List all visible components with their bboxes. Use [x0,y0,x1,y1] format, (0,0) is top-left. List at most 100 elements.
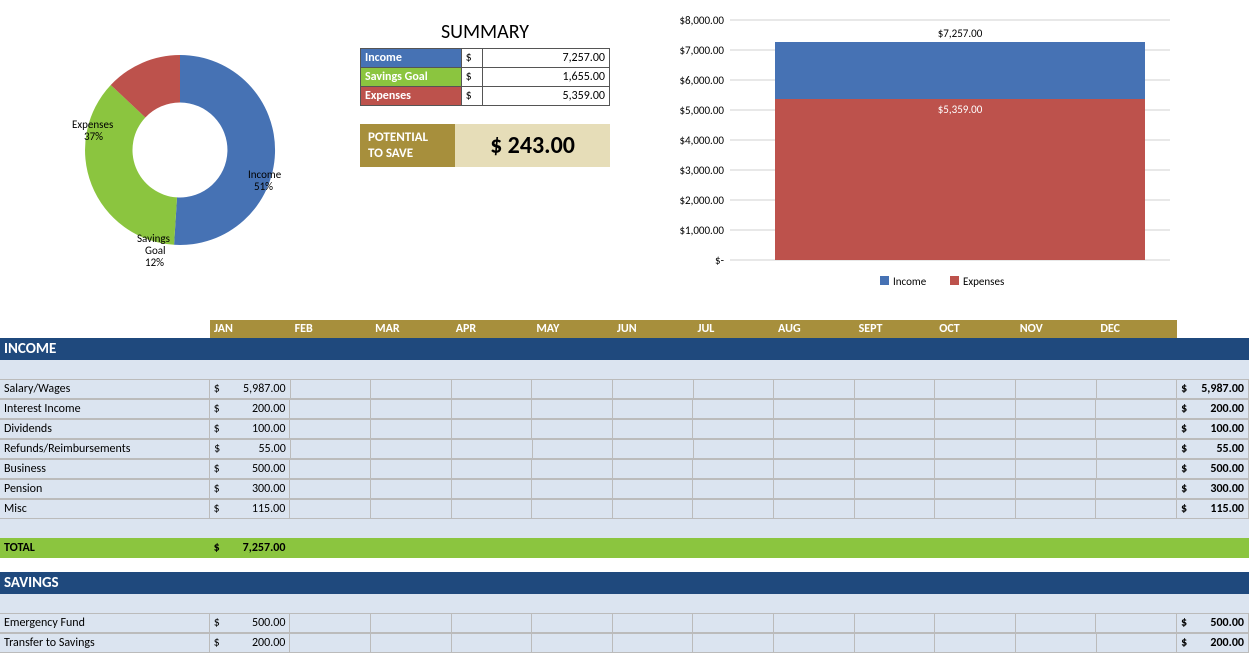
cell[interactable] [290,500,371,519]
cell[interactable]: $200.00 [209,400,290,419]
cell[interactable] [773,500,854,519]
month-feb[interactable]: FEB [291,320,372,338]
cell[interactable] [290,420,371,439]
month-nov[interactable]: NOV [1016,320,1097,338]
cell[interactable] [371,480,452,499]
cell[interactable] [1015,614,1096,633]
cell[interactable] [532,440,613,459]
cell[interactable] [774,634,855,653]
cell[interactable] [371,460,452,479]
cell[interactable] [935,614,1016,633]
cell[interactable] [1096,440,1177,459]
month-jun[interactable]: JUN [613,320,694,338]
cell[interactable] [693,614,774,633]
cell[interactable] [935,400,1016,419]
cell[interactable] [451,380,532,399]
cell[interactable] [854,634,935,653]
cell[interactable] [371,380,452,399]
cell[interactable]: $55.00 [210,440,291,459]
cell[interactable] [371,440,452,459]
cell[interactable] [1015,634,1096,653]
month-apr[interactable]: APR [452,320,533,338]
cell[interactable] [532,480,613,499]
month-aug[interactable]: AUG [774,320,855,338]
cell[interactable] [1015,400,1096,419]
cell[interactable] [854,614,935,633]
cell[interactable] [854,380,935,399]
cell[interactable] [693,440,774,459]
cell[interactable]: $115.00 [209,500,290,519]
cell[interactable] [290,480,371,499]
cell[interactable] [935,480,1016,499]
cell[interactable] [693,420,774,439]
cell[interactable] [693,400,774,419]
cell[interactable] [1096,460,1177,479]
cell[interactable] [371,420,452,439]
cell[interactable] [612,420,693,439]
month-may[interactable]: MAY [532,320,613,338]
month-dec[interactable]: DEC [1096,320,1177,338]
month-oct[interactable]: OCT [935,320,1016,338]
month-mar[interactable]: MAR [371,320,452,338]
cell[interactable] [451,634,532,653]
cell[interactable] [371,634,452,653]
cell[interactable] [693,500,774,519]
cell[interactable] [451,440,532,459]
cell[interactable] [1096,400,1177,419]
cell[interactable] [693,460,774,479]
cell[interactable] [854,460,935,479]
cell[interactable] [1015,460,1096,479]
cell[interactable] [613,440,694,459]
cell[interactable]: $100.00 [209,420,290,439]
cell[interactable] [612,400,693,419]
month-jan[interactable]: JAN [210,320,291,338]
cell[interactable] [451,500,532,519]
cell[interactable] [1096,420,1177,439]
cell[interactable] [693,380,774,399]
cell[interactable] [935,420,1016,439]
cell[interactable] [935,440,1016,459]
cell[interactable] [1015,500,1096,519]
cell[interactable] [532,460,613,479]
cell[interactable]: $500.00 [209,460,290,479]
cell[interactable] [612,500,693,519]
cell[interactable] [532,614,613,633]
cell[interactable] [774,440,855,459]
cell[interactable] [370,500,451,519]
cell[interactable] [290,400,371,419]
cell[interactable] [612,480,693,499]
cell[interactable] [774,460,855,479]
cell[interactable] [854,440,935,459]
cell[interactable] [612,460,693,479]
cell[interactable] [612,634,693,653]
cell[interactable] [1096,480,1177,499]
cell[interactable] [774,420,855,439]
cell[interactable] [451,400,532,419]
cell[interactable] [371,400,452,419]
cell[interactable]: $500.00 [209,614,290,633]
cell[interactable] [451,480,532,499]
cell[interactable] [290,614,371,633]
cell[interactable] [451,420,532,439]
cell[interactable] [451,460,532,479]
cell[interactable] [693,634,774,653]
cell[interactable] [1015,420,1096,439]
cell[interactable] [1015,480,1096,499]
cell[interactable] [1096,614,1177,633]
cell[interactable] [774,400,855,419]
income-total-jan[interactable]: $7,257.00 [209,539,290,558]
cell[interactable] [532,634,613,653]
cell[interactable] [693,480,774,499]
cell[interactable] [935,380,1016,399]
cell[interactable] [532,380,613,399]
month-jul[interactable]: JUL [693,320,774,338]
cell[interactable] [1016,440,1097,459]
cell[interactable] [532,400,613,419]
cell[interactable] [612,380,693,399]
cell[interactable] [774,480,855,499]
cell[interactable] [854,420,935,439]
cell[interactable]: $5,987.00 [209,380,290,399]
cell[interactable] [290,440,371,459]
cell[interactable] [290,380,371,399]
cell[interactable] [532,500,613,519]
